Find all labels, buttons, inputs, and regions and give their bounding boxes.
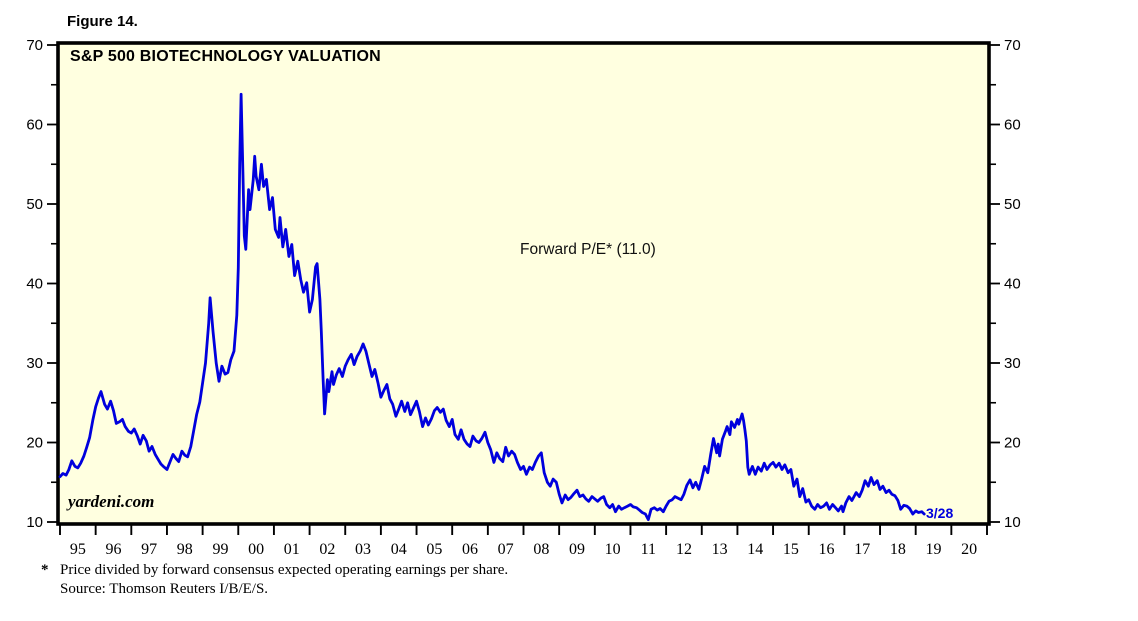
- footnote-asterisk: *: [41, 562, 49, 578]
- x-axis-label: 95: [70, 541, 86, 558]
- y-axis-label-left: 30: [26, 355, 43, 372]
- series-annotation: Forward P/E* (11.0): [520, 241, 656, 258]
- footnote: * Price divided by forward consensus expe…: [41, 561, 508, 599]
- x-axis-label: 05: [426, 541, 442, 558]
- x-axis-label: 11: [641, 541, 656, 558]
- y-axis-label-right: 30: [1004, 355, 1021, 372]
- y-axis-label-right: 20: [1004, 435, 1021, 452]
- y-axis-label-left: 70: [26, 37, 43, 54]
- y-axis-label-left: 60: [26, 117, 43, 134]
- y-axis-label-right: 10: [1004, 514, 1021, 531]
- x-axis-label: 08: [533, 541, 549, 558]
- x-axis-label: 96: [105, 541, 121, 558]
- x-axis-label: 17: [854, 541, 870, 558]
- y-axis-label-left: 50: [26, 196, 43, 213]
- x-axis-label: 02: [319, 541, 335, 558]
- x-axis-label: 16: [819, 541, 835, 558]
- y-axis-label-right: 70: [1004, 37, 1021, 54]
- x-axis-label: 04: [391, 541, 407, 558]
- x-axis-label: 01: [284, 541, 300, 558]
- x-axis-label: 03: [355, 541, 371, 558]
- x-axis-label: 09: [569, 541, 585, 558]
- x-axis-label: 20: [961, 541, 977, 558]
- chart-title: S&P 500 BIOTECHNOLOGY VALUATION: [70, 48, 381, 65]
- x-axis-label: 10: [605, 541, 621, 558]
- x-axis-label: 99: [212, 541, 228, 558]
- x-axis-label: 12: [676, 541, 692, 558]
- x-axis-label: 15: [783, 541, 799, 558]
- x-axis-label: 18: [890, 541, 906, 558]
- y-axis-label-left: 20: [26, 435, 43, 452]
- x-axis-label: 07: [498, 541, 514, 558]
- plot-area: [56, 41, 991, 526]
- y-axis-label-right: 60: [1004, 117, 1021, 134]
- y-axis-label-left: 10: [26, 514, 43, 531]
- x-axis-label: 14: [747, 541, 763, 558]
- x-axis-label: 00: [248, 541, 264, 558]
- x-axis-label: 98: [177, 541, 193, 558]
- latest-date-label: 3/28: [926, 505, 954, 521]
- forward-pe-line: [58, 92, 926, 521]
- x-axis-label: 97: [141, 541, 157, 558]
- yardeni-watermark: yardeni.com: [68, 492, 155, 511]
- footnote-line1: Price divided by forward consensus expec…: [60, 562, 509, 578]
- x-axis-label: 19: [926, 541, 942, 558]
- x-axis-label: 06: [462, 541, 478, 558]
- y-axis-label-right: 40: [1004, 276, 1021, 293]
- y-axis-label-left: 40: [26, 276, 43, 293]
- figure-number-label: Figure 14.: [67, 13, 138, 30]
- footnote-text: Price divided by forward consensus expec…: [60, 561, 508, 599]
- footnote-line2: Source: Thomson Reuters I/B/E/S.: [60, 581, 269, 597]
- x-axis-label: 13: [712, 541, 728, 558]
- y-axis-label-right: 50: [1004, 196, 1021, 213]
